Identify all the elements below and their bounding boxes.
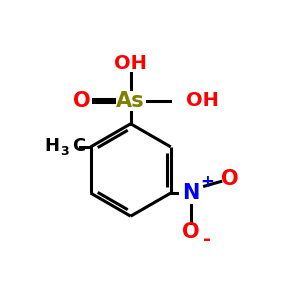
Text: +: + — [200, 172, 214, 190]
Text: O: O — [221, 169, 239, 189]
Text: OH: OH — [114, 54, 147, 73]
Text: C: C — [72, 137, 85, 155]
Text: As: As — [116, 91, 145, 111]
Text: H: H — [44, 137, 59, 155]
Text: N: N — [182, 183, 200, 203]
Text: -: - — [203, 230, 211, 249]
Text: 3: 3 — [61, 145, 69, 158]
Text: OH: OH — [186, 91, 219, 110]
Text: O: O — [73, 91, 91, 111]
Text: O: O — [182, 222, 200, 242]
